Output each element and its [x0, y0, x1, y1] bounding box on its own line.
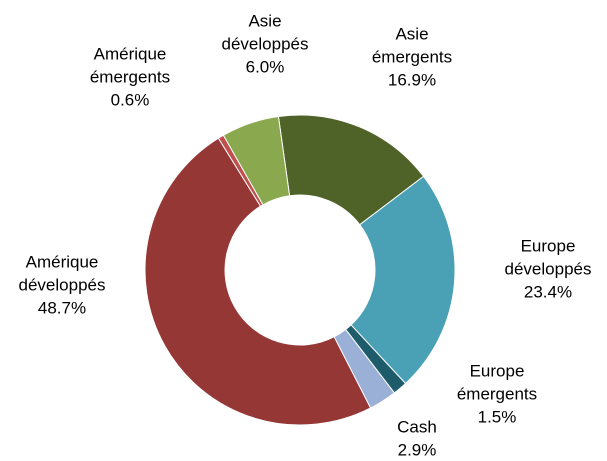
slice-label: Amérique	[94, 44, 167, 63]
slice-label: développés	[19, 275, 106, 294]
value-label: 23.4%	[524, 282, 572, 301]
slice-label: émergents	[372, 47, 452, 66]
slice-label: émergents	[90, 67, 170, 86]
value-label: 2.9%	[398, 440, 437, 459]
value-label: 0.6%	[111, 90, 150, 109]
value-label: 6.0%	[246, 57, 285, 76]
slice-label: émergents	[457, 384, 537, 403]
slice-label: Europe	[470, 361, 525, 380]
slice-label: Cash	[397, 417, 437, 436]
value-label: 16.9%	[388, 70, 436, 89]
slice-label: Asie	[248, 11, 281, 30]
slice-label: Asie	[395, 24, 428, 43]
value-label: 1.5%	[478, 407, 517, 426]
slice-label: Europe	[521, 236, 576, 255]
slice-label: développés	[222, 34, 309, 53]
slice	[350, 175, 456, 385]
slice	[222, 115, 291, 206]
slice-label: développés	[505, 259, 592, 278]
value-label: 48.7%	[38, 298, 86, 317]
slice	[144, 137, 372, 426]
slice-label: Amérique	[26, 252, 99, 271]
